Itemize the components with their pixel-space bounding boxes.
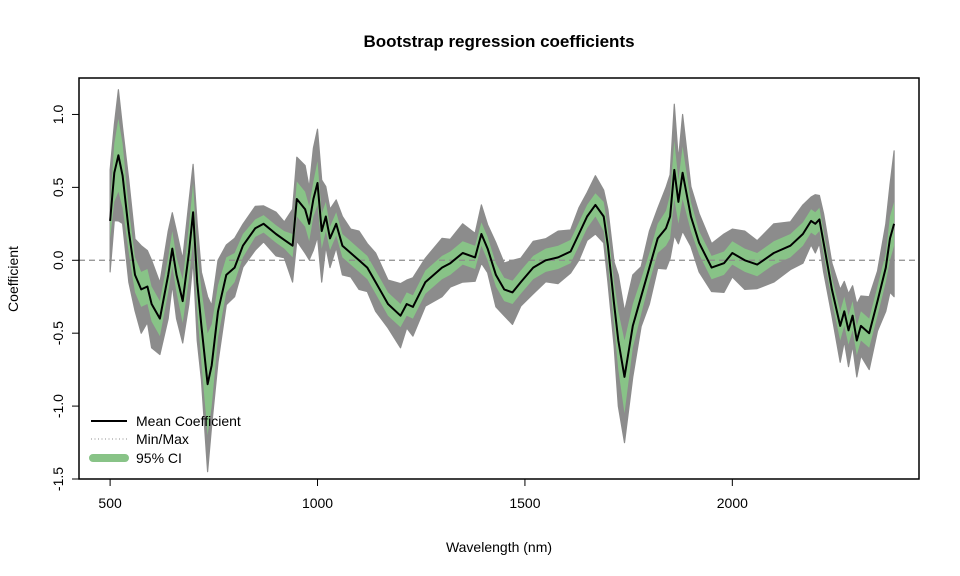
legend-ci-label: 95% CI xyxy=(136,450,182,466)
x-tick-label: 2000 xyxy=(717,495,748,511)
y-tick-label: 1.0 xyxy=(50,105,66,125)
plot-area xyxy=(79,89,919,473)
y-tick-label: -1.0 xyxy=(50,394,66,418)
ci-band xyxy=(110,118,895,436)
y-tick-label: -0.5 xyxy=(50,321,66,345)
mean-coefficient-line xyxy=(109,154,896,386)
y-axis: -1.5 -1.0 -0.5 0.0 0.5 1.0 xyxy=(50,105,80,491)
x-tick-label: 1500 xyxy=(509,495,540,511)
y-tick-label: -1.5 xyxy=(50,467,66,491)
x-axis-label: Wavelength (nm) xyxy=(446,539,552,555)
y-axis-label: Coefficient xyxy=(5,246,21,312)
legend-mean-label: Mean Coefficient xyxy=(136,413,241,429)
x-axis: 500 1000 1500 2000 xyxy=(98,478,748,511)
y-tick-label: 0.0 xyxy=(50,250,66,270)
legend-minmax-label: Min/Max xyxy=(136,431,189,447)
x-tick-label: 500 xyxy=(98,495,122,511)
chart-title: Bootstrap regression coefficients xyxy=(363,32,634,51)
legend: Mean Coefficient Min/Max 95% CI xyxy=(89,413,241,466)
x-tick-label: 1000 xyxy=(302,495,333,511)
y-tick-label: 0.5 xyxy=(50,177,66,197)
